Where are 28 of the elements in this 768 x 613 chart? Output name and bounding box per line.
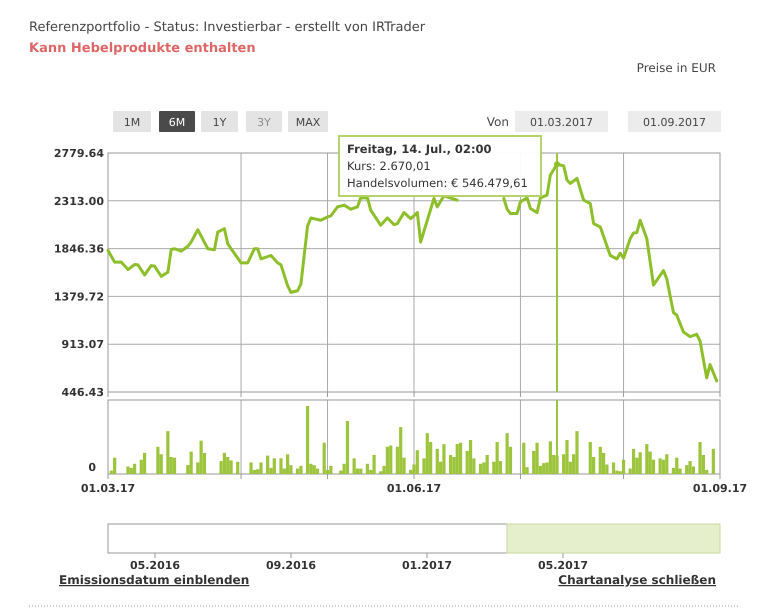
text: Chartanalyse schließen: [558, 573, 716, 587]
text: Preise in EUR: [636, 61, 716, 75]
y-tick-label: 1846.36: [54, 242, 104, 256]
text: 1Y: [212, 116, 227, 129]
y-tick-label: 2779.64: [54, 147, 104, 160]
chart-title: Referenzportfolio - Status: Investierbar - erstellt von IRTrader: [29, 20, 426, 35]
text: Emissionsdatum einblenden: [59, 573, 250, 587]
y-tick-label: 913.07: [62, 338, 104, 352]
x-tick-label: 01.03.17: [80, 482, 136, 495]
text: 01.09.2017: [643, 116, 706, 129]
annotation: Freitag, 14. Jul., 02:00 Kurs: 2.670,01 Handelsvolumen: € 546.479,61: [347, 142, 528, 190]
chart-subtitle: Kann Hebelprodukte enthalten: [29, 41, 256, 56]
x-tick-label: 01.09.17: [692, 482, 748, 495]
text: Von: [486, 115, 509, 129]
y-tick-label: 446.43: [62, 386, 104, 399]
y-tick-label: 2313.00: [54, 194, 104, 208]
text: MAX: [296, 116, 321, 129]
y-tick-label: 1379.72: [54, 290, 104, 304]
category-label: 05.2016: [130, 559, 180, 572]
text: 0: [88, 461, 96, 474]
text: 3Y: [257, 116, 272, 129]
category-label: 05.2017: [538, 559, 588, 572]
category-label: 01.2017: [402, 559, 452, 572]
text: 6M: [168, 116, 186, 129]
x-tick-label: 01.06.17: [386, 482, 442, 495]
text: 01.03.2017: [530, 116, 593, 129]
text: 1M: [124, 116, 140, 129]
category-label: 09.2016: [266, 559, 316, 572]
